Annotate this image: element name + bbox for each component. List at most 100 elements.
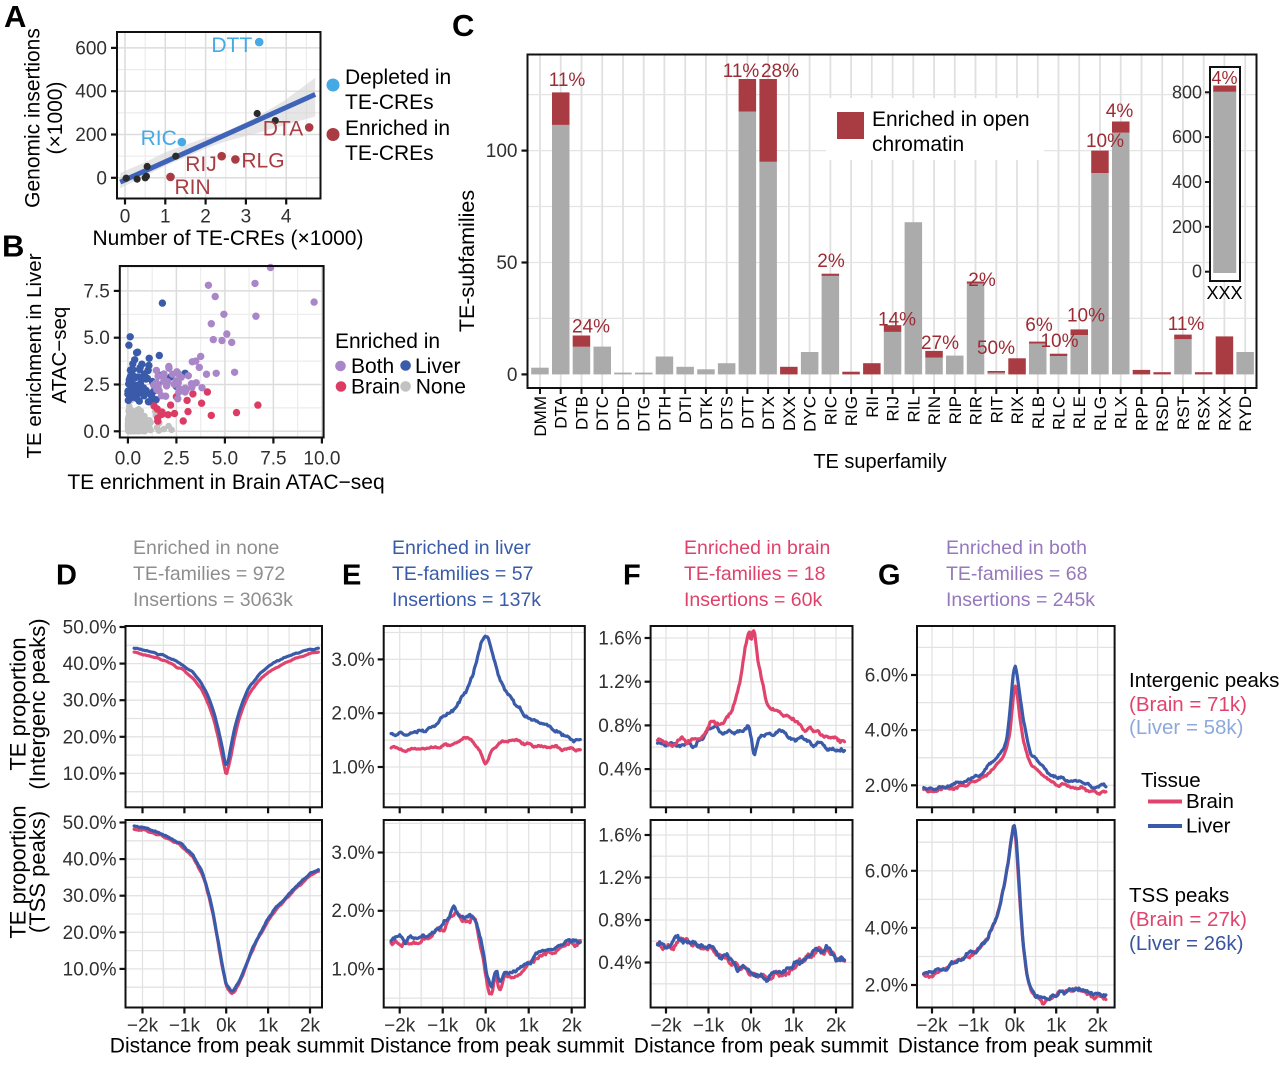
svg-text:RIN: RIN (175, 176, 211, 199)
svg-text:(Liver = 26k): (Liver = 26k) (1129, 932, 1244, 955)
svg-text:Distance from peak summit: Distance from peak summit (110, 1035, 365, 1058)
svg-text:28%: 28% (761, 61, 799, 82)
svg-text:2k: 2k (300, 1016, 321, 1037)
svg-text:10.0%: 10.0% (63, 764, 117, 785)
svg-text:RLB: RLB (1029, 396, 1048, 429)
svg-text:1.6%: 1.6% (598, 826, 641, 847)
svg-text:B: B (2, 229, 24, 264)
svg-text:DTK: DTK (697, 395, 716, 430)
svg-text:(Brain = 71k): (Brain = 71k) (1129, 693, 1247, 716)
svg-text:0: 0 (96, 168, 107, 189)
svg-text:RIR: RIR (967, 396, 986, 425)
svg-text:Distance from peak summit: Distance from peak summit (370, 1035, 625, 1058)
svg-text:1.0%: 1.0% (331, 960, 374, 981)
svg-text:24%: 24% (572, 317, 610, 338)
svg-text:(Intergenc peaks): (Intergenc peaks) (25, 618, 50, 789)
svg-text:1k: 1k (519, 1016, 540, 1037)
svg-text:RLX: RLX (1112, 396, 1131, 429)
svg-text:XXX: XXX (1206, 283, 1242, 303)
svg-text:TE-families = 57: TE-families = 57 (392, 563, 533, 585)
svg-text:0: 0 (120, 207, 131, 228)
svg-text:DTT: DTT (211, 34, 252, 57)
svg-text:0.4%: 0.4% (598, 953, 641, 974)
svg-text:2%: 2% (817, 251, 845, 272)
svg-text:DTX: DTX (759, 396, 778, 430)
svg-text:DTA: DTA (263, 117, 303, 140)
svg-text:(Brain = 27k): (Brain = 27k) (1129, 908, 1247, 931)
svg-text:None: None (416, 376, 466, 399)
svg-text:2k: 2k (1088, 1016, 1109, 1037)
svg-text:Number of TE-CREs (×1000): Number of TE-CREs (×1000) (93, 227, 364, 250)
svg-text:1k: 1k (1046, 1016, 1067, 1037)
svg-text:50.0%: 50.0% (63, 618, 117, 639)
svg-text:4.0%: 4.0% (865, 918, 908, 939)
svg-text:−1k: −1k (427, 1016, 459, 1037)
svg-text:30.0%: 30.0% (63, 691, 117, 712)
svg-text:Enriched in none: Enriched in none (133, 537, 279, 559)
svg-text:4%: 4% (1106, 101, 1134, 122)
svg-text:TE proportion: TE proportion (6, 637, 31, 770)
svg-text:TE-subfamilies: TE-subfamilies (455, 190, 479, 332)
svg-text:50.0%: 50.0% (63, 813, 117, 834)
svg-text:Enriched in liver: Enriched in liver (392, 537, 531, 559)
svg-text:Insertions = 60k: Insertions = 60k (684, 589, 822, 611)
svg-text:2k: 2k (826, 1016, 847, 1037)
svg-text:40.0%: 40.0% (63, 654, 117, 675)
svg-text:RIN: RIN (925, 396, 944, 425)
svg-text:2.5: 2.5 (83, 375, 109, 396)
svg-text:Genomic insertions: Genomic insertions (22, 28, 45, 208)
svg-text:800: 800 (1172, 82, 1202, 102)
svg-text:50: 50 (496, 253, 517, 274)
svg-text:Brain: Brain (1186, 790, 1234, 813)
svg-text:RPP: RPP (1133, 396, 1152, 431)
svg-text:RXX: RXX (1215, 396, 1234, 431)
svg-text:2%: 2% (968, 270, 996, 291)
svg-text:14%: 14% (878, 310, 916, 331)
svg-text:11%: 11% (549, 70, 586, 91)
svg-text:RIX: RIX (1008, 396, 1027, 424)
svg-text:10%: 10% (1067, 306, 1105, 327)
svg-text:7.5: 7.5 (83, 281, 109, 302)
svg-text:−2k: −2k (916, 1016, 948, 1037)
svg-text:0.8%: 0.8% (598, 911, 641, 932)
svg-text:2.0%: 2.0% (865, 976, 908, 997)
svg-text:10%: 10% (1086, 131, 1124, 152)
svg-text:0k: 0k (741, 1016, 762, 1037)
svg-text:11%: 11% (1168, 314, 1205, 335)
svg-text:−2k: −2k (650, 1016, 682, 1037)
svg-text:RIL: RIL (904, 396, 923, 422)
svg-text:RIJ: RIJ (185, 153, 217, 176)
svg-text:DTH: DTH (655, 396, 674, 431)
svg-text:RIC: RIC (141, 127, 177, 150)
svg-text:0k: 0k (216, 1016, 237, 1037)
svg-text:Insertions = 3063k: Insertions = 3063k (133, 589, 293, 611)
svg-text:7.5: 7.5 (260, 449, 286, 470)
svg-text:D: D (56, 560, 77, 592)
svg-text:Distance from peak summit: Distance from peak summit (634, 1035, 889, 1058)
svg-text:Enriched in open: Enriched in open (872, 108, 1030, 131)
svg-text:200: 200 (1172, 217, 1202, 237)
svg-text:RLE: RLE (1070, 396, 1089, 429)
svg-text:6.0%: 6.0% (865, 666, 908, 687)
svg-text:−2k: −2k (127, 1016, 159, 1037)
svg-text:−2k: −2k (384, 1016, 416, 1037)
svg-text:0.0: 0.0 (83, 422, 109, 443)
svg-text:−1k: −1k (169, 1016, 201, 1037)
svg-text:RII: RII (863, 396, 882, 418)
svg-text:DTI: DTI (676, 396, 695, 423)
svg-text:1: 1 (160, 207, 171, 228)
svg-text:Tissue: Tissue (1141, 769, 1201, 792)
svg-text:100: 100 (486, 141, 518, 162)
svg-text:Enriched in: Enriched in (335, 330, 440, 353)
svg-text:400: 400 (1172, 172, 1202, 192)
svg-text:RLG: RLG (241, 149, 284, 172)
svg-text:0: 0 (507, 365, 518, 386)
svg-text:20.0%: 20.0% (63, 727, 117, 748)
svg-text:4%: 4% (1211, 68, 1237, 88)
svg-text:400: 400 (75, 82, 107, 103)
svg-text:Both: Both (351, 355, 394, 378)
svg-text:Insertions = 137k: Insertions = 137k (392, 589, 541, 611)
svg-text:1.2%: 1.2% (598, 868, 641, 889)
svg-text:20.0%: 20.0% (63, 923, 117, 944)
svg-text:Brain: Brain (351, 376, 400, 399)
